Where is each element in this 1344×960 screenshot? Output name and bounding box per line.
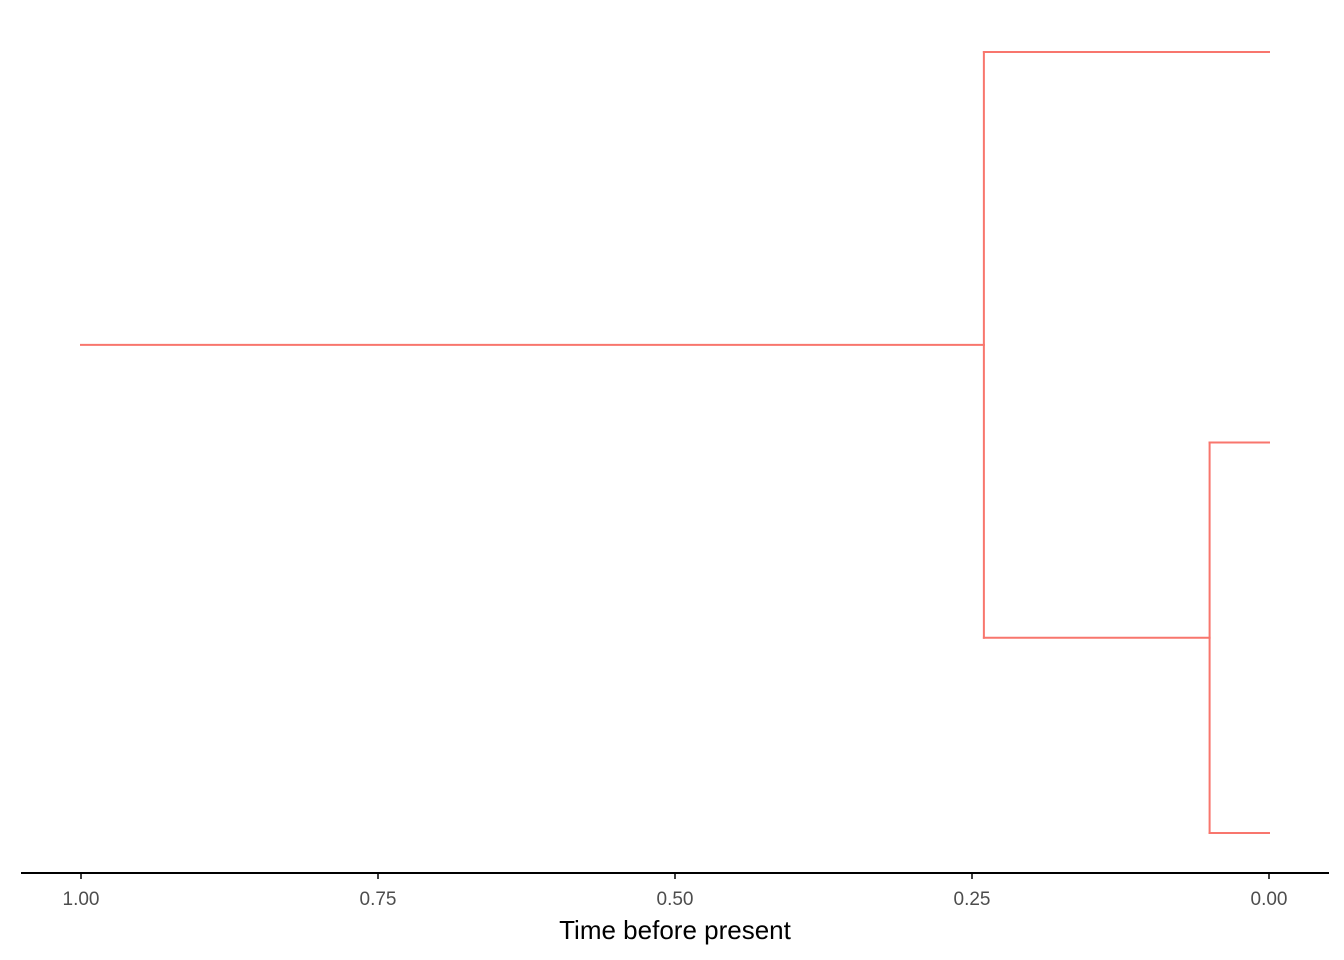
x-axis-ticks: 1.00 0.75 0.50 0.25 0.00 [63,873,1288,910]
x-tick-label: 0.50 [657,889,694,910]
x-tick-label: 0.75 [360,889,397,910]
x-tick-label: 0.25 [954,889,991,910]
x-tick-label: 1.00 [63,889,100,910]
x-axis-title: Time before present [559,915,791,945]
tree-branches [80,51,1270,834]
x-tick-label: 0.00 [1251,889,1288,910]
